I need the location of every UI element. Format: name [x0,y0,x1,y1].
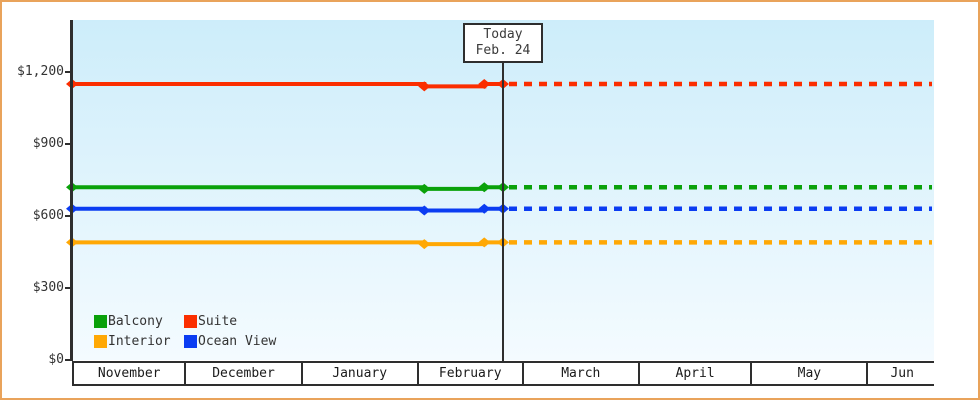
history-line-interior [72,240,503,247]
legend-swatch-suite [184,314,197,328]
legend-item-suite: Suite [184,314,237,329]
price-point-marker-suite [418,81,431,92]
month-label-jun: Jun [890,366,914,381]
legend-swatch-interior [94,334,107,348]
y-tick-label: $600 [32,208,64,223]
y-tick-label: $0 [48,352,64,367]
history-line-balcony [72,185,503,191]
y-tick-mark [65,71,72,73]
today-vertical-line [502,61,504,361]
month-label-may: May [752,363,869,384]
legend-row: Interior Ocean View [94,331,276,351]
price-point-marker-interior [478,237,491,248]
legend-item-balcony: Balcony [94,314,184,329]
history-line-ocean-view [72,206,503,213]
month-label-december: December [186,363,303,384]
x-axis-month-band: November December January February March Apri… [72,361,934,386]
today-label: Today [483,27,523,42]
legend-item-ocean-view: Ocean View [184,334,276,349]
y-tick-label: $1,200 [17,64,64,79]
today-date: Feb. 24 [475,43,531,58]
history-line-suite [72,82,503,89]
legend: Balcony Suite Interior Ocean View [94,311,276,351]
legend-row: Balcony Suite [94,311,276,331]
month-label-april: April [640,363,753,384]
y-tick-mark [65,359,72,361]
legend-label: Suite [198,313,238,329]
price-point-marker-balcony [478,182,491,193]
y-tick-label: $300 [32,280,64,295]
month-label-february: February [419,363,524,384]
legend-swatch-balcony [94,314,107,328]
price-point-marker-ocean-view [478,203,491,214]
price-point-marker-suite [478,79,491,89]
legend-label: Balcony [108,313,163,329]
today-annotation: Today Feb. 24 [463,23,543,63]
legend-swatch-ocean-view [184,334,197,348]
y-tick-mark [65,215,72,217]
price-point-marker-ocean-view [418,205,431,216]
y-tick-mark [65,143,72,145]
y-axis-line [70,20,73,361]
month-label-march: March [524,363,640,384]
month-label-november: November [74,363,187,384]
y-tick-mark [65,287,72,289]
legend-label: Interior [108,333,171,349]
legend-label: Ocean View [198,333,277,349]
legend-item-interior: Interior [94,334,184,349]
price-point-marker-interior [418,239,431,250]
price-point-marker-balcony [418,183,431,194]
month-label-january: January [303,363,419,384]
y-tick-label: $900 [32,136,64,151]
